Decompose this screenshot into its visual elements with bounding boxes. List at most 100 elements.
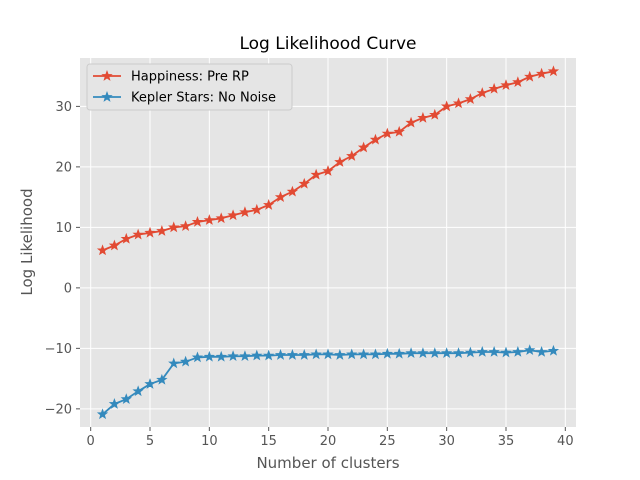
data-point (381, 127, 394, 139)
data-point (203, 214, 215, 225)
y-axis-label: Log Likelihood (18, 188, 36, 295)
data-point (168, 357, 180, 369)
data-point (215, 350, 227, 362)
y-tick-label: −20 (45, 402, 72, 417)
series-0 (96, 65, 560, 256)
data-point (156, 373, 168, 385)
data-point (251, 349, 263, 361)
data-point (96, 408, 109, 420)
data-point (156, 225, 168, 236)
x-tick-label: 35 (498, 434, 515, 449)
data-point (191, 215, 204, 227)
x-tick-label: 40 (557, 434, 574, 449)
data-point (464, 346, 477, 358)
data-point (168, 221, 180, 233)
x-axis-label: Number of clusters (256, 454, 399, 472)
data-point (286, 185, 299, 197)
data-point (179, 220, 192, 231)
data-point (227, 209, 239, 221)
data-point (535, 346, 548, 357)
data-point (429, 347, 441, 359)
data-point (120, 232, 132, 244)
x-tick-label: 10 (201, 434, 218, 449)
legend-entry: Kepler Stars: No Noise (131, 91, 276, 106)
data-point (547, 65, 560, 77)
ticks: 0 5 10 15 20 25 30 35 40 −20 −10 0 10 20 30 (45, 100, 574, 449)
data-point (476, 87, 488, 98)
data-point (132, 228, 144, 240)
data-point (452, 347, 465, 359)
y-tick-label: 30 (55, 100, 72, 115)
data-point (203, 350, 215, 362)
data-point (108, 398, 121, 409)
data-point (488, 346, 500, 357)
x-tick-label: 30 (438, 434, 455, 449)
data-point (120, 393, 132, 404)
data-point (346, 348, 358, 360)
data-point (239, 206, 251, 218)
data-point (429, 108, 441, 120)
data-point (322, 348, 334, 360)
data-point (535, 67, 548, 79)
data-point (381, 347, 394, 359)
x-tick-label: 5 (146, 434, 154, 449)
data-point (441, 347, 453, 359)
data-point (274, 191, 287, 202)
data-point (298, 349, 310, 360)
data-point (227, 350, 239, 362)
data-point (96, 244, 109, 256)
data-point (262, 199, 275, 210)
data-point (488, 82, 500, 94)
legend-marker (101, 70, 113, 81)
x-tick-label: 0 (87, 434, 95, 449)
x-tick-label: 25 (379, 434, 396, 449)
legend: Happiness: Pre RP Kepler Stars: No Noise (86, 63, 293, 111)
data-point (191, 351, 204, 363)
data-point (179, 355, 192, 367)
data-point (500, 79, 512, 91)
series-layer (96, 65, 560, 420)
series-1 (96, 344, 560, 420)
data-point (310, 348, 322, 360)
data-point (239, 350, 251, 362)
data-point (405, 347, 417, 359)
data-point (476, 346, 488, 357)
data-point (346, 150, 358, 161)
legend-entry: Happiness: Pre RP (131, 70, 249, 85)
legend-marker (101, 91, 113, 102)
data-point (524, 344, 536, 355)
y-tick-label: −10 (45, 342, 72, 357)
data-point (132, 385, 144, 397)
data-point (334, 156, 346, 167)
data-point (393, 347, 405, 359)
data-point (417, 111, 429, 123)
data-point (215, 212, 227, 224)
data-point (417, 347, 429, 359)
data-point (144, 378, 156, 389)
x-tick-label: 20 (320, 434, 337, 449)
data-point (310, 168, 322, 180)
data-point (512, 76, 524, 88)
y-tick-label: 20 (55, 160, 72, 175)
data-point (108, 239, 121, 251)
data-point (286, 349, 299, 360)
data-point (441, 100, 453, 112)
data-point (263, 349, 275, 361)
data-point (369, 133, 382, 145)
x-tick-label: 15 (260, 434, 277, 449)
y-tick-label: 0 (64, 281, 72, 296)
legend-box (86, 63, 293, 111)
y-tick-label: 10 (55, 221, 72, 236)
data-point (322, 165, 334, 176)
data-point (524, 70, 536, 82)
data-point (452, 97, 465, 109)
data-point (334, 349, 346, 360)
data-point (251, 203, 263, 215)
data-point (274, 349, 287, 360)
data-point (393, 125, 405, 137)
data-point (144, 226, 156, 238)
data-point (357, 348, 370, 360)
data-point (369, 348, 382, 360)
data-point (405, 116, 417, 128)
